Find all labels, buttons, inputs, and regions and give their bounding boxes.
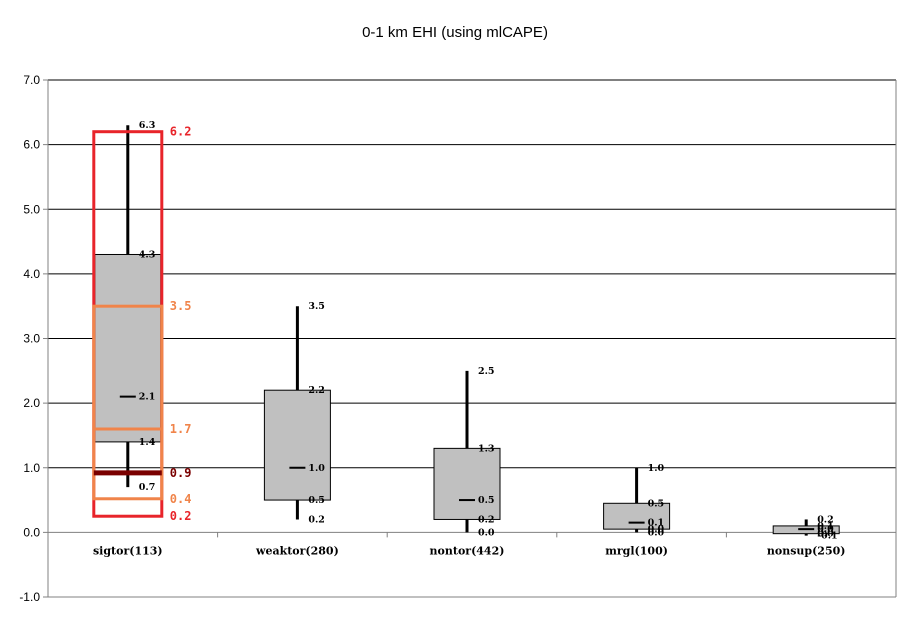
category-label: sigtor(113) [93,544,163,557]
box-iqr [603,502,671,530]
data-label-q3: 2.2 [308,385,325,396]
data-label-whisker-low: -0.1 [817,531,837,542]
overlay-low-label: 1.7 [170,422,192,436]
overlays [92,130,164,518]
category-label: weaktor(280) [255,544,339,557]
y-tick-label: -1.0 [19,590,40,604]
data-label-whisker-high: 6.3 [139,120,156,131]
category-label: mrgl(100) [605,544,668,557]
data-label-whisker-high: 1.0 [648,463,665,474]
y-tick-label: 6.0 [23,138,40,152]
labels: 6.3 4.3 2.1 1.4 0.7 3.5 2.2 1.0 0.5 0.2 2.5 1.3 0.5 0… [139,120,838,541]
data-label-whisker-low: 0.0 [648,527,665,538]
overlay-range [92,304,164,501]
data-label-q3: 0.1 [817,521,834,532]
overlay-low-label: 0.2 [170,509,192,523]
data-label-q1: 0.0 [648,524,665,535]
y-tick-label: 3.0 [23,332,40,346]
data-label-whisker-low: 0.0 [478,527,495,538]
data-label-q1: 0.0 [817,529,834,540]
gridlines [48,79,896,598]
data-label-q3: 4.3 [139,249,156,260]
y-tick-label: 7.0 [23,73,40,87]
box-iqr [433,447,501,520]
y-tick-label: 5.0 [23,202,40,216]
axes: -1.0 0.0 1.0 2.0 3.0 4.0 5.0 6.0 7.0 sigtor(113) w… [19,73,897,604]
overlay-low-label: 0.9 [170,466,192,480]
y-tick-label: 4.0 [23,267,40,281]
chart-title: 0-1 km EHI (using mlCAPE) [362,24,548,41]
data-label-q3: 1.3 [478,443,495,454]
data-label-whisker-low: 0.2 [308,514,325,525]
data-label-median: 0.5 [478,495,495,506]
data-label-q1: 0.2 [478,514,495,525]
boxes [94,125,840,536]
data-label-median: 0.1 [648,518,665,529]
box-iqr [263,389,331,501]
category-label: nontor(442) [430,544,505,557]
data-label-whisker-low: 0.7 [139,482,156,493]
y-tick-label: 1.0 [23,461,40,475]
y-tick-label: 2.0 [23,396,40,410]
data-label-whisker-high: 2.5 [478,366,495,377]
overlay-low-label: 0.4 [170,492,192,506]
data-label-whisker-high: 0.2 [817,514,834,525]
data-label-q3: 0.5 [648,498,665,509]
y-tick-label: 0.0 [23,525,40,539]
data-label-median: 1.0 [308,463,325,474]
category-label: nonsup(250) [767,544,846,557]
overlay-high-label: 3.5 [170,299,192,313]
data-label-whisker-high: 3.5 [308,301,325,312]
data-label-q1: 1.4 [139,437,156,448]
data-label-q1: 0.5 [308,495,325,506]
box-iqr [94,253,162,443]
data-label-median: 2.1 [139,392,156,403]
overlay-high-label: 6.2 [170,125,192,139]
data-label-median: 0.0 [817,524,834,535]
